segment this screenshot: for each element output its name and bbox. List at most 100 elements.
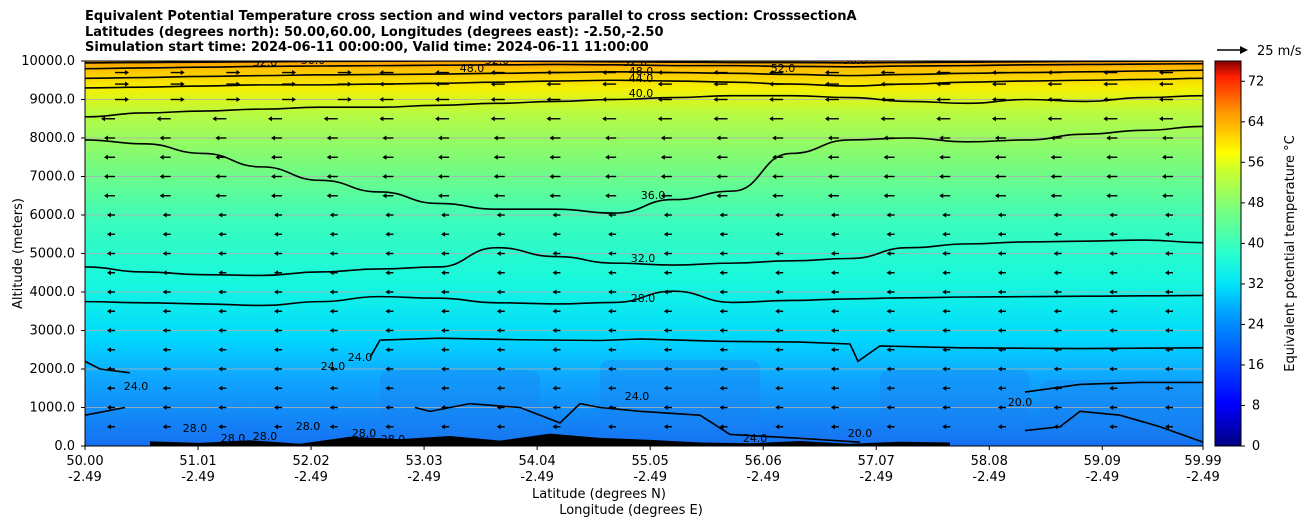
title-line-2: Latitudes (degrees north): 50.00,60.00, … (85, 24, 664, 40)
wind-arrowhead (180, 70, 185, 76)
title-line-3: Simulation start time: 2024-06-11 00:00:… (85, 40, 649, 55)
y-tick-label: 2000.0 (30, 362, 76, 377)
wind-arrowhead (218, 328, 223, 333)
low-theta-patch (600, 360, 760, 430)
x-tick-lat: 56.06 (745, 454, 782, 469)
wind-arrowhead (663, 385, 668, 391)
y-tick-label: 5000.0 (30, 247, 76, 262)
wind-arrowhead (549, 174, 554, 179)
wind-arrowhead (1165, 347, 1169, 353)
wind-arrowhead (496, 385, 501, 391)
wind-arrowhead (441, 328, 446, 333)
wind-arrowhead (546, 116, 551, 122)
wind-arrowhead (608, 328, 613, 333)
wind-arrowhead (385, 289, 390, 295)
wind-arrowhead (1165, 270, 1169, 276)
wind-arrowhead (769, 97, 774, 102)
wind-arrowhead (775, 212, 780, 218)
wind-arrowhead (236, 97, 241, 102)
wind-arrowhead (886, 385, 891, 391)
wind-arrowhead (104, 193, 108, 199)
x-tick-lat: 59.99 (1184, 454, 1221, 469)
low-theta-patch (880, 370, 1030, 430)
wind-arrowhead (385, 385, 390, 391)
wind-arrowhead (215, 193, 220, 199)
wind-arrowhead (1047, 70, 1052, 76)
wind-arrowhead (1106, 193, 1111, 199)
wind-arrowhead (719, 231, 724, 237)
x-axis-label-lon: Longitude (degrees E) (559, 503, 703, 518)
wind-arrowhead (274, 231, 279, 237)
wind-arrowhead (496, 308, 501, 314)
wind-arrowhead (719, 347, 724, 353)
wind-arrowhead (605, 135, 610, 141)
colorbar-label: Equivalent potential temperature °C (1283, 135, 1298, 371)
wind-arrowhead (438, 174, 443, 179)
wind-arrowhead (552, 424, 557, 430)
x-tick-lon: -2.49 (520, 470, 554, 485)
contour-56 (85, 61, 1203, 64)
wind-arrowhead (218, 308, 223, 314)
wind-arrowhead (883, 154, 888, 160)
wind-arrowhead (326, 135, 331, 141)
wind-arrowhead (292, 70, 297, 76)
wind-arrowhead (552, 231, 557, 237)
wind-arrowhead (991, 97, 996, 102)
contour-44 (85, 77, 1203, 89)
wind-arrowhead (663, 212, 668, 218)
wind-arrowhead (827, 135, 832, 141)
wind-arrowhead (663, 347, 668, 353)
wind-arrowhead (772, 135, 777, 141)
wind-arrowhead (775, 405, 780, 410)
wind-arrowhead (608, 289, 613, 295)
wind-arrowhead (719, 405, 724, 410)
y-tick-label: 6000.0 (30, 208, 76, 223)
wind-arrowhead (107, 328, 111, 333)
wind-arrowhead (663, 366, 668, 372)
wind-arrowhead (769, 70, 774, 76)
wind-arrowhead (1109, 270, 1114, 276)
wind-arrowhead (215, 154, 220, 160)
contour-label: 24.0 (743, 432, 768, 445)
wind-arrowhead (329, 424, 334, 430)
wind-arrowhead (608, 212, 613, 218)
wind-arrowhead (329, 328, 334, 333)
wind-arrowhead (101, 116, 105, 122)
wind-arrowhead (104, 154, 108, 160)
wind-arrowhead (441, 405, 446, 410)
wind-arrowhead (997, 405, 1002, 410)
x-tick-lat: 53.03 (405, 454, 442, 469)
wind-arrowhead (496, 231, 501, 237)
wind-arrowhead (496, 289, 501, 295)
wind-arrowhead (441, 424, 446, 430)
wind-arrowhead (329, 308, 334, 314)
wind-arrowhead (886, 212, 891, 218)
wind-arrowhead (827, 193, 832, 199)
wind-arrowhead (1050, 174, 1055, 179)
wind-arrowhead (496, 251, 501, 256)
wind-arrowhead (107, 366, 111, 372)
wind-arrowhead (274, 366, 279, 372)
wind-arrowhead (830, 385, 835, 391)
x-tick-lat: 52.02 (292, 454, 329, 469)
wind-arrowhead (441, 308, 446, 314)
wind-arrowhead (608, 231, 613, 237)
wind-arrowhead (329, 405, 334, 410)
wind-arrowhead (125, 97, 129, 102)
wind-arrowhead (162, 289, 167, 295)
contour-label: 48.0 (629, 65, 654, 78)
contour-low-left (85, 406, 126, 416)
wind-arrowhead (1103, 81, 1108, 87)
wind-arrowhead (830, 289, 835, 295)
wind-arrowhead (385, 405, 390, 410)
wind-arrowhead (719, 308, 724, 314)
wind-arrowhead (438, 154, 443, 160)
wind-arrowhead (719, 212, 724, 218)
wind-arrowhead (1159, 70, 1163, 76)
wind-arrowhead (441, 366, 446, 372)
wind-arrowhead (830, 366, 835, 372)
colorbar-tick-label: 40 (1248, 236, 1265, 251)
wind-arrowhead (942, 385, 947, 391)
wind-arrowhead (329, 385, 334, 391)
wind-arrowhead (212, 116, 217, 122)
